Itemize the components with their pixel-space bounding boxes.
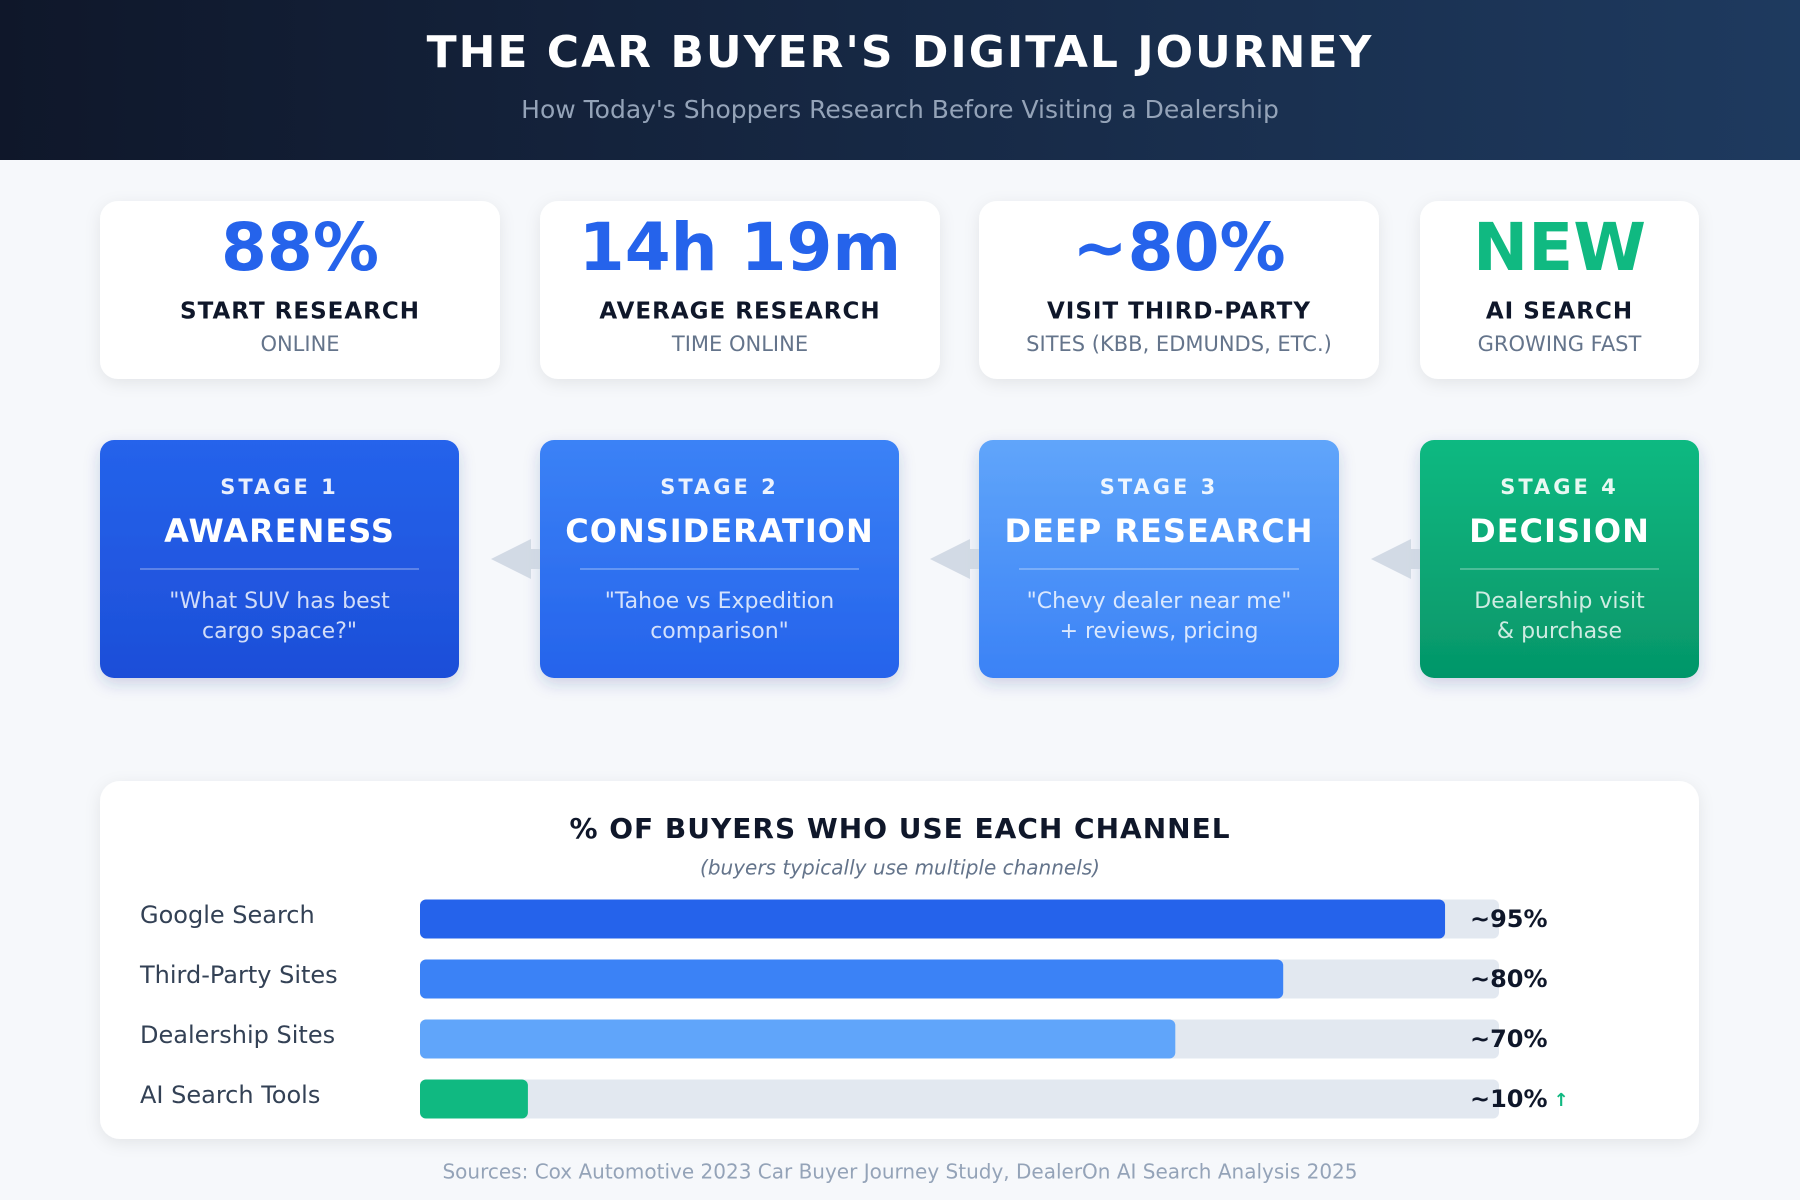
bar-category: Google Search — [140, 901, 315, 929]
stat-sublabel: SITES (KBB, EDMUNDS, ETC.) — [1026, 332, 1332, 356]
stage-quote: "Tahoe vs Expedition — [605, 589, 834, 614]
stage-quote: cargo space?" — [202, 619, 357, 644]
stat-label: START RESEARCH — [180, 299, 420, 325]
stage-card — [979, 440, 1339, 678]
stat-label: AI SEARCH — [1486, 299, 1633, 325]
stat-label: VISIT THIRD-PARTY — [1047, 299, 1311, 325]
bar-value-label: ~95% — [1470, 905, 1548, 933]
stat-value: ~80% — [1072, 209, 1285, 286]
bar-category: Third-Party Sites — [139, 961, 338, 989]
stage-quote: comparison" — [650, 619, 789, 644]
stage-quote: + reviews, pricing — [1060, 619, 1259, 644]
flow-arrow — [491, 539, 540, 579]
stat-card — [100, 201, 500, 379]
stat-value: 88% — [221, 209, 379, 286]
stat-sublabel: TIME ONLINE — [671, 332, 808, 356]
stage-name: AWARENESS — [164, 512, 395, 550]
bar — [420, 1019, 1176, 1059]
stage-number: STAGE 2 — [660, 475, 779, 499]
bar — [420, 1079, 528, 1119]
stage-card — [100, 440, 459, 678]
stage-card — [1420, 440, 1699, 678]
flow-arrow — [930, 539, 979, 579]
chart-title: % OF BUYERS WHO USE EACH CHANNEL — [569, 812, 1230, 845]
bar-value-label: ~80% — [1470, 965, 1548, 993]
stage-quote: & purchase — [1497, 619, 1622, 644]
bar-value-label: ~10% — [1470, 1085, 1548, 1113]
header-bar — [0, 0, 1800, 160]
stage-card — [540, 440, 899, 678]
flow-arrow — [1371, 539, 1420, 579]
stat-card — [979, 201, 1379, 379]
stage-name: DEEP RESEARCH — [1005, 512, 1314, 550]
stage-name: CONSIDERATION — [565, 512, 873, 550]
stage-number: STAGE 4 — [1500, 475, 1619, 499]
bar-track — [420, 1079, 1499, 1119]
stage-quote: Dealership visit — [1474, 589, 1645, 614]
sources: Sources: Cox Automotive 2023 Car Buyer J… — [442, 1160, 1357, 1184]
bar — [420, 959, 1284, 999]
bar-category: Dealership Sites — [140, 1021, 335, 1049]
stage-quote: "Chevy dealer near me" — [1027, 589, 1292, 614]
stat-sublabel: GROWING FAST — [1478, 332, 1642, 356]
stat-value: NEW — [1473, 209, 1646, 286]
chart-subtitle: (buyers typically use multiple channels) — [700, 856, 1100, 880]
title: THE CAR BUYER'S DIGITAL JOURNEY — [427, 27, 1374, 78]
stat-card — [540, 201, 940, 379]
trend-arrow: ↑ — [1554, 1090, 1569, 1111]
bar-value-label: ~70% — [1470, 1025, 1548, 1053]
stage-number: STAGE 1 — [220, 475, 339, 499]
bar — [420, 899, 1446, 939]
stage-name: DECISION — [1469, 512, 1650, 550]
subtitle: How Today's Shoppers Research Before Vis… — [521, 95, 1279, 124]
bar-category: AI Search Tools — [140, 1081, 320, 1109]
stat-value: 14h 19m — [579, 209, 901, 286]
stat-sublabel: ONLINE — [260, 332, 339, 356]
stat-label: AVERAGE RESEARCH — [599, 299, 880, 325]
stage-quote: "What SUV has best — [169, 589, 390, 614]
stage-number: STAGE 3 — [1100, 475, 1219, 499]
stat-card — [1420, 201, 1699, 379]
